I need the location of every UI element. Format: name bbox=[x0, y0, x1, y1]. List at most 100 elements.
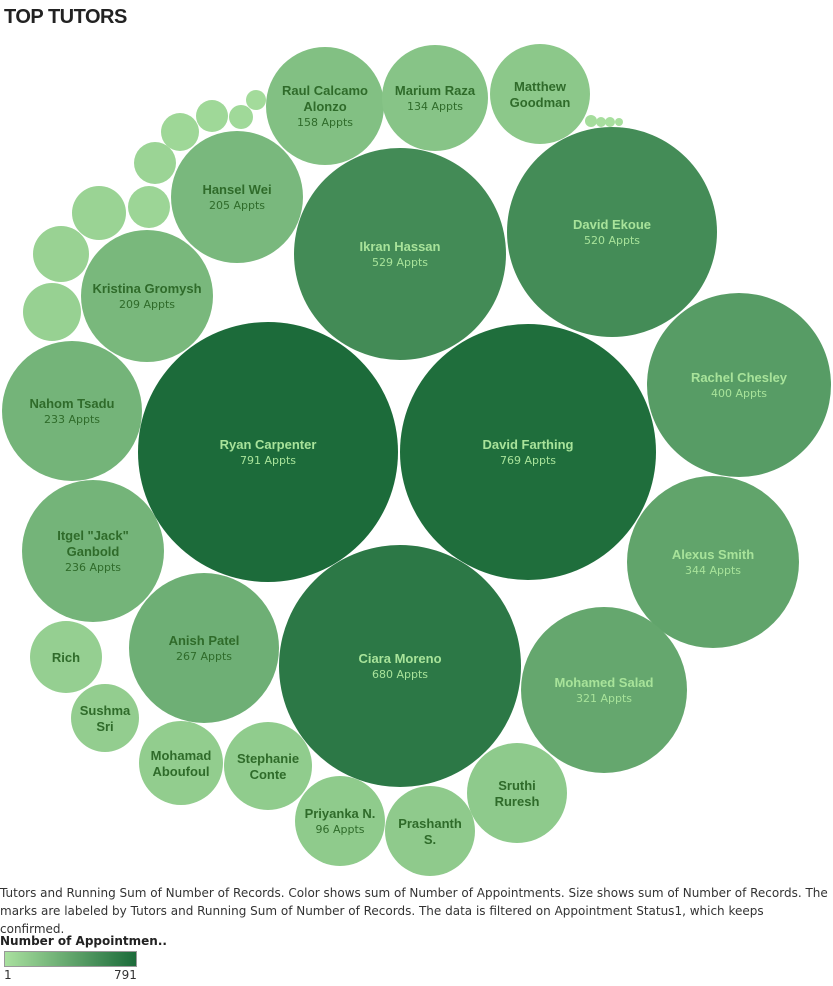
bubble-circle[interactable] bbox=[585, 115, 597, 127]
bubble-circle[interactable] bbox=[81, 230, 213, 362]
bubble-circle[interactable] bbox=[229, 105, 253, 129]
bubble[interactable]: Hansel Wei 205 Appts bbox=[171, 131, 303, 263]
bubble[interactable] bbox=[161, 113, 199, 151]
bubble-value-label: 321 Appts bbox=[576, 692, 632, 705]
bubble-name-label: Ganbold bbox=[67, 544, 120, 559]
bubble-name-label: David Farthing bbox=[482, 437, 573, 452]
bubble-value-label: 96 Appts bbox=[315, 823, 364, 836]
bubble[interactable]: Ikran Hassan 529 Appts bbox=[294, 148, 506, 360]
bubble[interactable] bbox=[615, 118, 623, 126]
bubble-value-label: 267 Appts bbox=[176, 650, 232, 663]
bubble[interactable]: Alexus Smith 344 Appts bbox=[627, 476, 799, 648]
bubble-circle[interactable] bbox=[647, 293, 831, 477]
bubble[interactable] bbox=[196, 100, 228, 132]
bubble-name-label: Alonzo bbox=[303, 99, 346, 114]
bubble-circle[interactable] bbox=[2, 341, 142, 481]
bubble[interactable]: Priyanka N. 96 Appts bbox=[295, 776, 385, 866]
bubble-circle[interactable] bbox=[128, 186, 170, 228]
bubble-circle[interactable] bbox=[171, 131, 303, 263]
bubble[interactable]: Rich bbox=[30, 621, 102, 693]
bubble-circle[interactable] bbox=[139, 721, 223, 805]
bubble[interactable]: Mohamed Salad 321 Appts bbox=[521, 607, 687, 773]
bubble-name-label: Sri bbox=[96, 719, 113, 734]
bubble-circle[interactable] bbox=[72, 186, 126, 240]
bubble-circle[interactable] bbox=[385, 786, 475, 876]
bubble[interactable] bbox=[605, 117, 615, 127]
bubble[interactable] bbox=[246, 90, 266, 110]
bubble-circle[interactable] bbox=[266, 47, 384, 165]
bubble-name-label: Ryan Carpenter bbox=[220, 437, 317, 452]
bubble-value-label: 158 Appts bbox=[297, 116, 353, 129]
bubble[interactable] bbox=[585, 115, 597, 127]
bubble-circle[interactable] bbox=[627, 476, 799, 648]
bubble-name-label: Matthew bbox=[514, 79, 567, 94]
bubble-circle[interactable] bbox=[33, 226, 89, 282]
bubble-circle[interactable] bbox=[22, 480, 164, 622]
bubble[interactable] bbox=[33, 226, 89, 282]
bubble[interactable]: Anish Patel 267 Appts bbox=[129, 573, 279, 723]
bubble-circle[interactable] bbox=[134, 142, 176, 184]
bubble-circle[interactable] bbox=[71, 684, 139, 752]
bubble[interactable] bbox=[23, 283, 81, 341]
bubble[interactable]: Ryan Carpenter 791 Appts bbox=[138, 322, 398, 582]
bubble-value-label: 680 Appts bbox=[372, 668, 428, 681]
bubble-circle[interactable] bbox=[490, 44, 590, 144]
bubble-name-label: S. bbox=[424, 832, 436, 847]
color-legend-bar bbox=[4, 951, 137, 967]
bubble-circle[interactable] bbox=[615, 118, 623, 126]
bubble-circle[interactable] bbox=[129, 573, 279, 723]
bubble-name-label: Alexus Smith bbox=[672, 547, 754, 562]
bubble-name-label: Mohamad bbox=[151, 748, 212, 763]
bubble-circle[interactable] bbox=[294, 148, 506, 360]
bubble[interactable] bbox=[134, 142, 176, 184]
bubble-value-label: 520 Appts bbox=[584, 234, 640, 247]
bubble[interactable]: Rachel Chesley 400 Appts bbox=[647, 293, 831, 477]
bubble-value-label: 344 Appts bbox=[685, 564, 741, 577]
bubble-circle[interactable] bbox=[279, 545, 521, 787]
bubble[interactable] bbox=[596, 117, 606, 127]
bubble-value-label: 233 Appts bbox=[44, 413, 100, 426]
bubble[interactable]: Nahom Tsadu 233 Appts bbox=[2, 341, 142, 481]
bubble[interactable] bbox=[72, 186, 126, 240]
bubble-circle[interactable] bbox=[161, 113, 199, 151]
bubble[interactable]: Itgel "Jack"Ganbold 236 Appts bbox=[22, 480, 164, 622]
bubble-circle[interactable] bbox=[138, 322, 398, 582]
bubble-name-label: David Ekoue bbox=[573, 217, 651, 232]
bubble-circle[interactable] bbox=[23, 283, 81, 341]
bubble-circle[interactable] bbox=[382, 45, 488, 151]
bubble[interactable]: Ciara Moreno 680 Appts bbox=[279, 545, 521, 787]
bubble[interactable] bbox=[229, 105, 253, 129]
bubble-circle[interactable] bbox=[521, 607, 687, 773]
bubble-circle[interactable] bbox=[196, 100, 228, 132]
bubble-circle[interactable] bbox=[596, 117, 606, 127]
bubble-name-label: Ciara Moreno bbox=[358, 651, 441, 666]
bubble[interactable]: David Ekoue 520 Appts bbox=[507, 127, 717, 337]
bubble-circle[interactable] bbox=[295, 776, 385, 866]
bubble-circle[interactable] bbox=[246, 90, 266, 110]
bubble-value-label: 769 Appts bbox=[500, 454, 556, 467]
bubble-circle[interactable] bbox=[605, 117, 615, 127]
bubble-circle[interactable] bbox=[30, 621, 102, 693]
bubble-circle[interactable] bbox=[400, 324, 656, 580]
bubble-circle[interactable] bbox=[224, 722, 312, 810]
bubble[interactable]: David Farthing 769 Appts bbox=[400, 324, 656, 580]
bubble-chart[interactable]: Ryan Carpenter 791 Appts David Farthing 769… bbox=[0, 0, 833, 880]
bubble[interactable]: Kristina Gromysh 209 Appts bbox=[81, 230, 213, 362]
bubble-name-label: Stephanie bbox=[237, 751, 299, 766]
bubble-name-label: Marium Raza bbox=[395, 83, 476, 98]
bubble[interactable]: Marium Raza 134 Appts bbox=[382, 45, 488, 151]
bubble-value-label: 209 Appts bbox=[119, 298, 175, 311]
bubble-name-label: Prashanth bbox=[398, 816, 462, 831]
bubble[interactable] bbox=[128, 186, 170, 228]
bubble-circle[interactable] bbox=[507, 127, 717, 337]
bubble-circle[interactable] bbox=[467, 743, 567, 843]
bubble-value-label: 236 Appts bbox=[65, 561, 121, 574]
bubble-name-label: Conte bbox=[250, 767, 287, 782]
